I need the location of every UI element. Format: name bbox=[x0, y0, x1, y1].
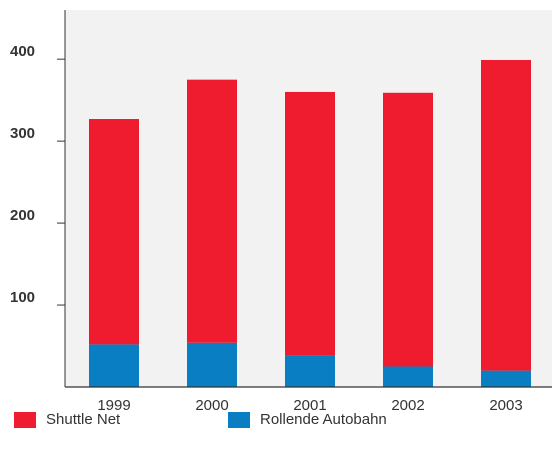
legend-item-shuttle-net: Shuttle Net bbox=[14, 411, 120, 428]
x-tick-label: 2002 bbox=[391, 397, 424, 414]
bar-rollende-autobahn-1999 bbox=[89, 344, 139, 387]
bar-shuttle-net-2003 bbox=[481, 59, 531, 371]
legend-swatch-rollende-autobahn bbox=[228, 411, 250, 428]
bar-rollende-autobahn-2002 bbox=[383, 366, 433, 387]
bar-shuttle-net-2002 bbox=[383, 92, 433, 367]
y-tick-label: 400 bbox=[10, 43, 35, 60]
bar-shuttle-net-2001 bbox=[285, 91, 335, 356]
x-tick-label: 2001 bbox=[293, 397, 326, 414]
bar-shuttle-net-1999 bbox=[89, 119, 139, 345]
bar-rollende-autobahn-2001 bbox=[285, 355, 335, 387]
x-tick-label: 2003 bbox=[489, 397, 522, 414]
legend-swatch-shuttle-net bbox=[14, 411, 36, 428]
legend-label-shuttle-net: Shuttle Net bbox=[46, 411, 121, 428]
x-tick-label: 2000 bbox=[195, 397, 228, 414]
x-tick-label: 1999 bbox=[97, 397, 130, 414]
bar-rollende-autobahn-2003 bbox=[481, 370, 531, 387]
bar-rollende-autobahn-2000 bbox=[187, 342, 237, 387]
bars-group bbox=[89, 59, 531, 387]
x-axis: 1999 2000 2001 2002 2003 bbox=[65, 386, 552, 414]
bar-shuttle-net-2000 bbox=[187, 79, 237, 343]
legend-label-rollende-autobahn: Rollende Autobahn bbox=[260, 411, 387, 428]
y-axis: 100 200 300 400 bbox=[10, 10, 66, 387]
y-tick-label: 200 bbox=[10, 207, 35, 224]
y-tick-label: 300 bbox=[10, 125, 35, 142]
legend-item-rollende-autobahn: Rollende Autobahn bbox=[228, 411, 387, 428]
y-tick-label: 100 bbox=[10, 289, 35, 306]
